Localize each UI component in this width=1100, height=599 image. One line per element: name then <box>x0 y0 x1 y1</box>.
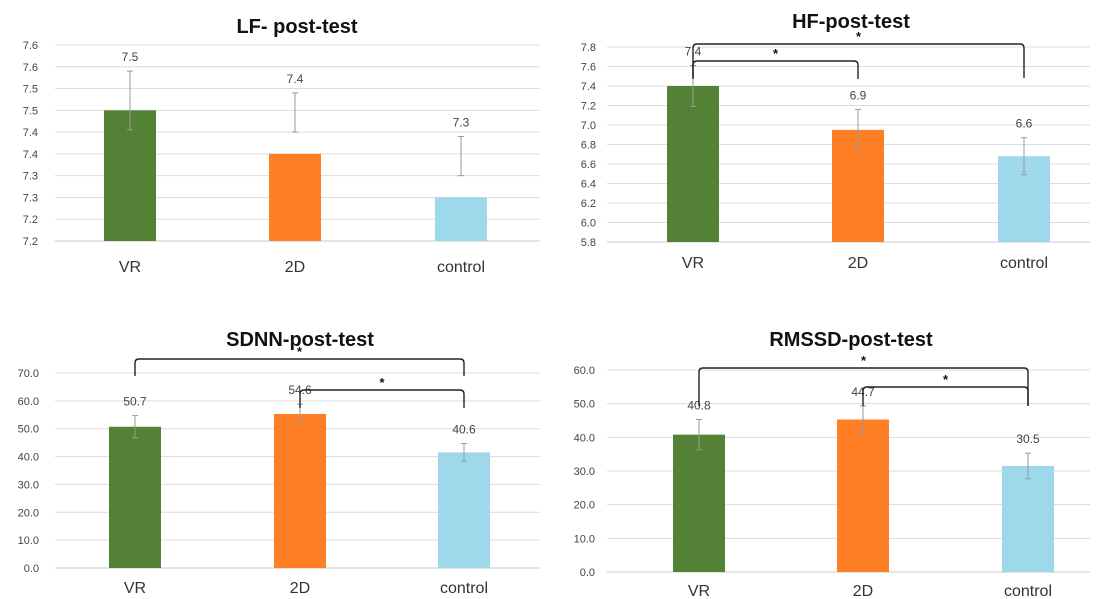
significance-star: * <box>379 375 385 390</box>
chart-panel-3: 0.0 10.0 20.0 30.0 40.0 50.0 60.0 70.0 50.7 VR 54.… <box>18 329 540 597</box>
data-label: 40.6 <box>452 422 476 436</box>
y-tick-label: 7.5 <box>23 84 38 96</box>
category-label: 2D <box>853 583 873 599</box>
y-tick-label: 20.0 <box>574 500 595 512</box>
y-tick-label: 6.0 <box>581 218 596 230</box>
bar-vr <box>109 426 161 568</box>
y-tick-label: 70.0 <box>18 368 39 380</box>
chart-title: SDNN-post-test <box>226 329 374 351</box>
category-label: VR <box>682 255 704 272</box>
y-tick-label: 5.8 <box>581 237 596 249</box>
y-tick-label: 7.8 <box>581 42 596 54</box>
category-label: control <box>437 259 485 276</box>
significance-bracket <box>134 358 465 376</box>
y-tick-label: 10.0 <box>18 535 39 547</box>
significance-bracket <box>692 60 859 79</box>
category-label: VR <box>124 580 146 597</box>
bar-control <box>435 197 487 241</box>
chart-panel-1: 7.2 7.2 7.3 7.3 7.4 7.4 7.5 7.5 7.6 7.6 7.5 VR 7.4 2D… <box>23 16 540 276</box>
y-tick-label: 7.2 <box>23 236 38 248</box>
data-label: 7.3 <box>453 115 470 129</box>
significance-bracket <box>862 386 1029 406</box>
y-tick-label: 6.8 <box>581 140 596 152</box>
y-tick-label: 30.0 <box>574 466 595 478</box>
y-tick-label: 7.0 <box>581 120 596 132</box>
y-tick-label: 7.6 <box>23 62 38 74</box>
y-tick-label: 60.0 <box>18 396 39 408</box>
bar-vr <box>673 434 725 572</box>
significance-bracket <box>692 43 1025 78</box>
significance-bracket <box>299 389 465 408</box>
y-tick-label: 7.5 <box>23 105 38 117</box>
data-label: 6.6 <box>1016 117 1033 131</box>
chart-panel-4: 0.010.020.030.040.050.060.040.8VR44.72D3… <box>574 329 1090 599</box>
bar-control <box>438 452 490 568</box>
y-tick-label: 40.0 <box>18 452 39 464</box>
category-label: control <box>440 580 488 597</box>
y-tick-label: 0.0 <box>24 563 39 575</box>
category-label: control <box>1000 255 1048 272</box>
y-tick-label: 7.4 <box>23 149 38 161</box>
data-label: 7.4 <box>287 72 304 86</box>
bar-2d <box>269 153 321 241</box>
y-tick-label: 7.3 <box>23 192 38 204</box>
bar-vr <box>104 110 156 241</box>
data-label: 30.5 <box>1016 432 1040 446</box>
data-label: 54.6 <box>288 383 312 397</box>
significance-star: * <box>856 29 862 44</box>
data-label: 6.9 <box>850 88 867 102</box>
y-tick-label: 50.0 <box>18 424 39 436</box>
chart-title: LF- post-test <box>236 16 357 38</box>
category-label: control <box>1004 583 1052 599</box>
significance-star: * <box>861 353 867 368</box>
category-label: 2D <box>290 580 310 597</box>
significance-star: * <box>943 372 949 387</box>
chart-title: HF-post-test <box>792 11 910 33</box>
category-label: 2D <box>285 259 305 276</box>
data-label: 7.5 <box>122 50 139 64</box>
y-tick-label: 50.0 <box>574 399 595 411</box>
y-tick-label: 60.0 <box>574 365 595 377</box>
bar-control <box>1002 465 1054 572</box>
chart-title: RMSSD-post-test <box>769 329 933 351</box>
category-label: VR <box>119 259 141 276</box>
bar-2d <box>274 413 326 568</box>
significance-star: * <box>773 46 779 61</box>
y-tick-label: 10.0 <box>574 533 595 545</box>
y-tick-label: 7.4 <box>23 127 38 139</box>
y-tick-label: 7.6 <box>581 62 596 74</box>
category-label: 2D <box>848 255 868 272</box>
y-tick-label: 7.4 <box>581 81 596 93</box>
y-tick-label: 7.6 <box>23 40 38 52</box>
category-label: VR <box>688 583 710 599</box>
significance-star: * <box>297 344 303 359</box>
chart-panel-2: 5.86.06.26.46.66.87.07.27.47.67.8 7.4VR6.… <box>581 11 1090 272</box>
y-tick-label: 7.2 <box>23 214 38 226</box>
y-tick-label: 7.2 <box>581 101 596 113</box>
y-tick-label: 20.0 <box>18 507 39 519</box>
y-tick-label: 6.4 <box>581 179 596 191</box>
bar-2d <box>837 419 889 572</box>
y-tick-label: 6.2 <box>581 198 596 210</box>
y-tick-label: 7.3 <box>23 171 38 183</box>
significance-bracket <box>698 367 1029 406</box>
y-tick-label: 30.0 <box>18 479 39 491</box>
y-tick-label: 6.6 <box>581 159 596 171</box>
bar-vr <box>667 86 719 242</box>
y-tick-label: 0.0 <box>580 567 595 579</box>
y-tick-label: 40.0 <box>574 432 595 444</box>
data-label: 50.7 <box>123 395 147 409</box>
